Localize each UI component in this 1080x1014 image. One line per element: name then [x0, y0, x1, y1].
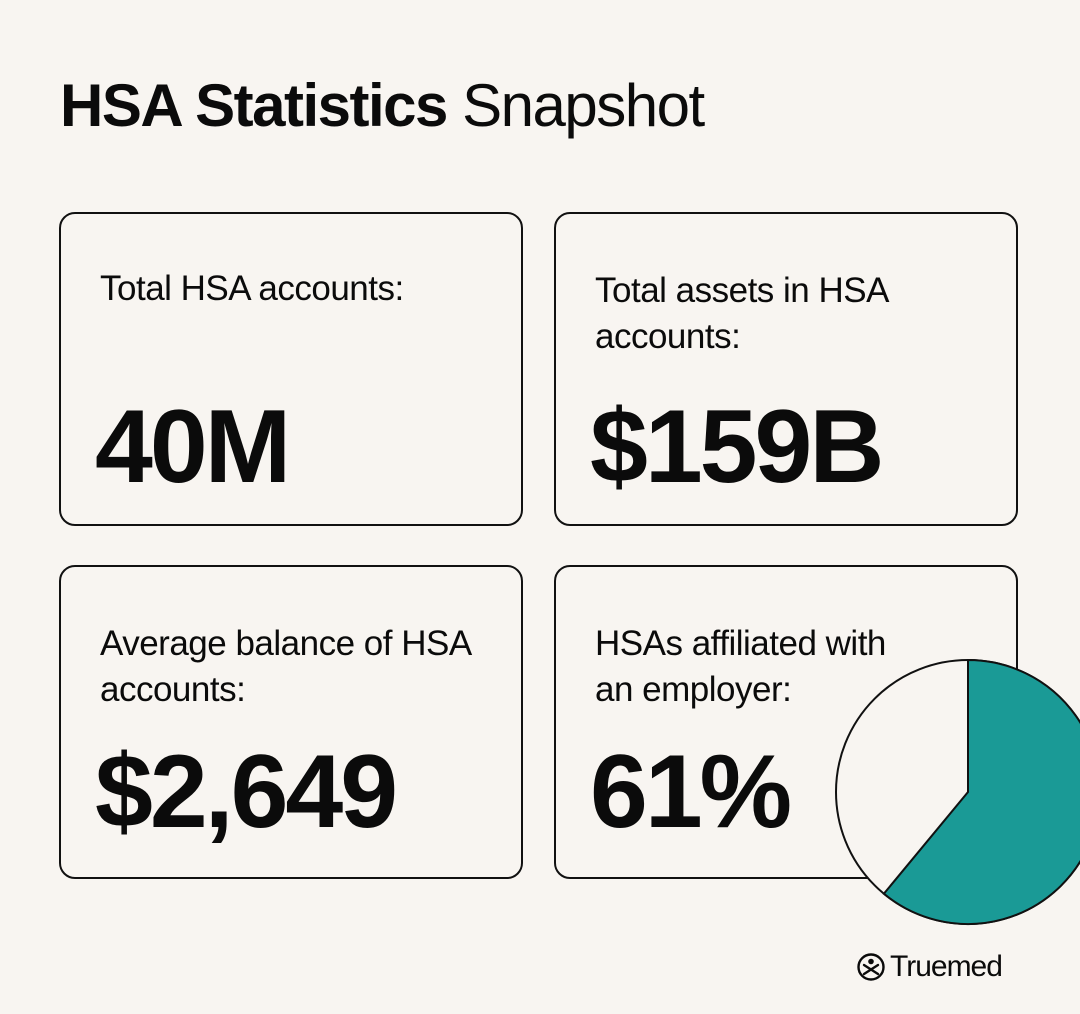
page-title: HSA Statistics Snapshot: [60, 70, 705, 142]
stat-value: 40M: [95, 389, 291, 505]
pie-svg: [835, 658, 1080, 925]
stat-label: HSAs affiliated with an employer:: [595, 624, 886, 709]
employer-pie-chart: [832, 658, 1080, 928]
stat-label: Average balance of HSA accounts:: [100, 624, 470, 709]
brand-logo: Truemed: [856, 950, 1003, 984]
stat-label: Total assets in HSA accounts:: [595, 271, 888, 356]
stat-label: Total HSA accounts:: [100, 269, 404, 308]
truemed-logo-icon: [857, 953, 885, 981]
stat-card-total-accounts: Total HSA accounts: 40M: [59, 212, 523, 526]
pie-slice-employer: [882, 658, 1080, 925]
stat-value: $159B: [590, 389, 884, 505]
brand-name: Truemed: [890, 950, 1003, 983]
stat-card-average-balance: Average balance of HSA accounts: $2,649: [59, 565, 523, 879]
title-light: Snapshot: [462, 72, 705, 139]
stat-card-total-assets: Total assets in HSA accounts: $159B: [554, 212, 1018, 526]
stat-value: 61%: [590, 734, 792, 850]
stat-value: $2,649: [95, 734, 398, 850]
title-bold: HSA Statistics: [60, 72, 448, 139]
